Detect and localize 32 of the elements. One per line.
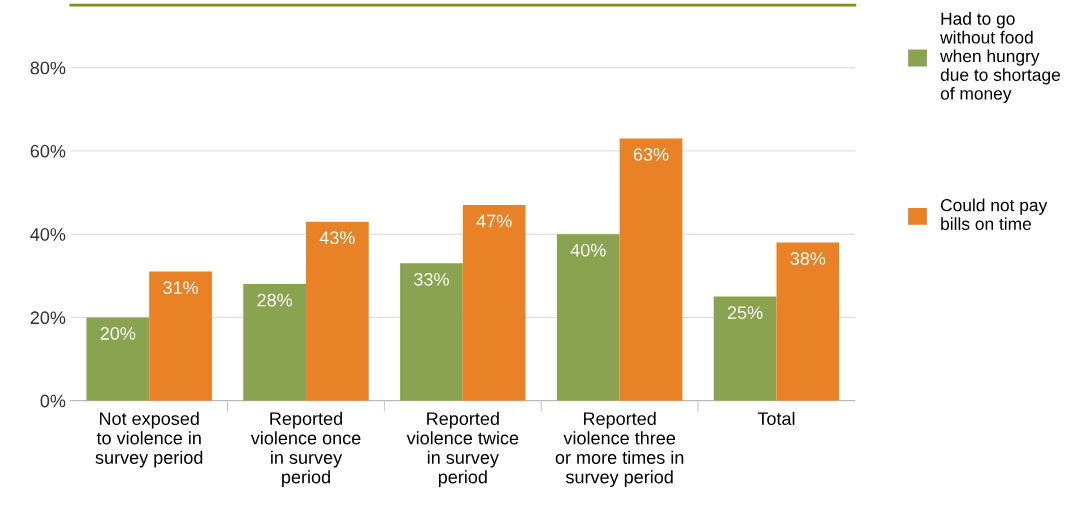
bar [462, 205, 526, 401]
data-label: 47% [476, 214, 512, 228]
data-label: 28% [257, 293, 293, 307]
y-tick-label: 20% [30, 311, 66, 325]
data-label: 31% [163, 281, 198, 295]
bar [306, 221, 369, 401]
y-tick-label: 60% [30, 144, 66, 158]
y-tick-label: 0% [40, 394, 66, 408]
data-label: 20% [100, 327, 136, 340]
bar [619, 138, 683, 401]
bar [243, 284, 307, 401]
y-tick-label: 40% [30, 228, 66, 241]
bar [86, 317, 150, 401]
data-label: 40% [570, 243, 606, 257]
bar [713, 296, 777, 401]
y-tick-label: 80% [30, 61, 66, 75]
legend-label: Could not pay bills on time [940, 198, 1048, 231]
x-tick-label: Not exposed to violence in survey period [95, 411, 203, 468]
bar [400, 263, 463, 401]
x-tick-label: Reported violence three or more times in survey period [555, 411, 684, 487]
data-label: 43% [319, 231, 355, 245]
data-label: 25% [727, 306, 763, 320]
legend-label: Had to go without food when hungry due to shortage of money [940, 12, 1060, 104]
x-tick-label: Reported violence twice in survey period [406, 411, 519, 487]
data-label: 63% [633, 148, 669, 161]
bar [776, 242, 840, 401]
x-tick-label: Reported violence once in survey period [250, 411, 361, 487]
data-label: 33% [414, 272, 449, 286]
x-tick-label: Total [757, 411, 795, 426]
bar [149, 271, 212, 401]
data-label: 38% [790, 252, 826, 265]
bar [556, 234, 620, 401]
